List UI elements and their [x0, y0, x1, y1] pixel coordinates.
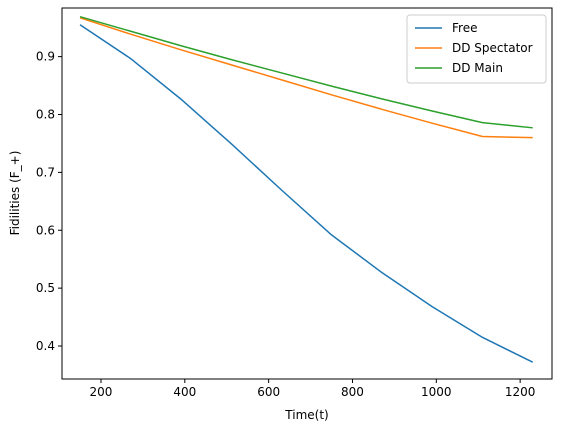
- y-tick-label: 0.6: [36, 223, 55, 237]
- x-tick-label: 200: [90, 385, 113, 399]
- series-line-free: [79, 24, 534, 363]
- x-tick-label: 1200: [505, 385, 536, 399]
- legend: Free DD Spectator DD Main: [406, 14, 547, 84]
- legend-label: DD Main: [452, 61, 503, 75]
- legend-label: DD Spectator: [452, 41, 533, 55]
- y-tick-label: 0.8: [36, 107, 55, 121]
- series-layer: [79, 15, 534, 363]
- x-tick-label: 600: [257, 385, 280, 399]
- y-tick-label: 0.7: [36, 165, 55, 179]
- y-tick-label: 0.4: [36, 339, 55, 353]
- x-tick-label: 800: [341, 385, 364, 399]
- x-axis-label: Time(t): [284, 408, 328, 422]
- plot-frame: [61, 7, 553, 380]
- x-tick-label: 1000: [421, 385, 452, 399]
- series-line-dd-spectator: [79, 17, 533, 139]
- x-tick-label: 400: [173, 385, 196, 399]
- y-tick-label: 0.5: [36, 281, 55, 295]
- legend-box: [406, 14, 547, 84]
- series-line-dd-main: [79, 15, 533, 129]
- legend-label: Free: [452, 21, 477, 35]
- x-axis: 200 400 600 800 1000 1200: [90, 379, 536, 399]
- y-axis: 0.4 0.5 0.6 0.7 0.8 0.9: [36, 50, 62, 353]
- y-axis-label: Fidilities (F_+): [8, 151, 22, 236]
- y-tick-label: 0.9: [36, 50, 55, 64]
